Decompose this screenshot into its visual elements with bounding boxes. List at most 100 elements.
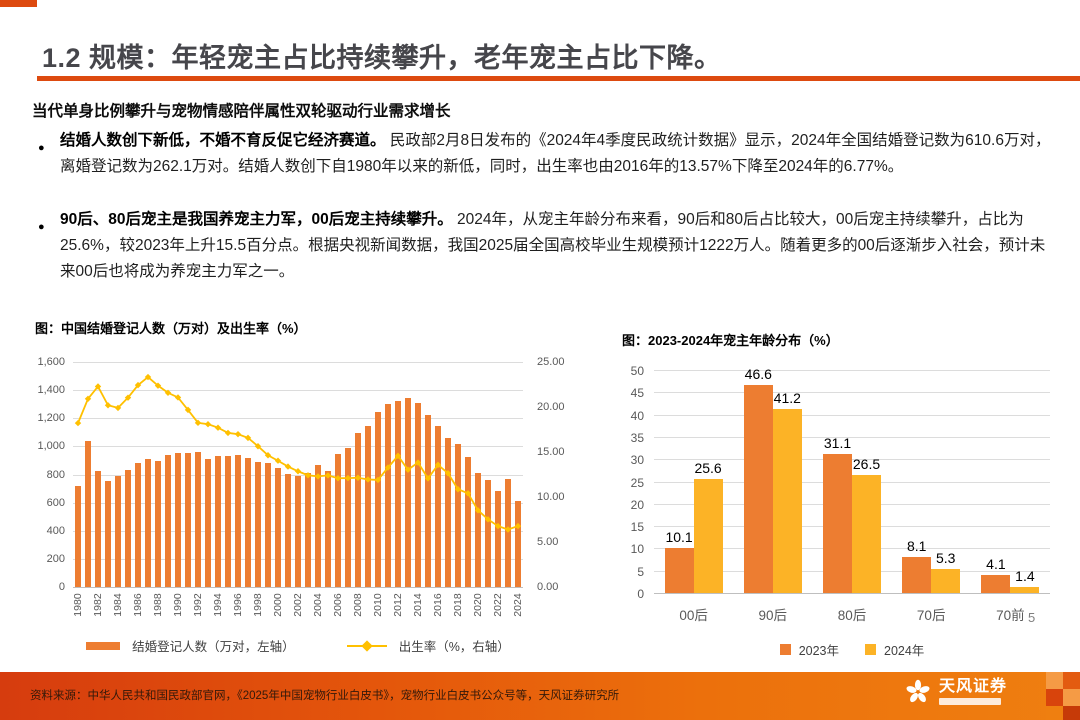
year-tick-label: 2018 xyxy=(452,593,464,617)
left-axis-tick-label: 1,200 xyxy=(37,412,65,425)
marriage-bar xyxy=(314,465,322,587)
bar-data-label: 4.1 xyxy=(986,555,1006,572)
marriage-bar xyxy=(114,475,122,587)
y-axis-tick-label: 15 xyxy=(630,520,644,535)
category-label: 90后 xyxy=(758,608,788,623)
bullet-2-bold-text: 90后、80后宠主是我国养宠主力军，00后宠主持续攀升。 xyxy=(60,211,453,228)
left-axis-tick-label: 1,000 xyxy=(37,440,65,453)
category-labels: 00后 90后 80后 70后 70前 xyxy=(654,600,1050,623)
marriage-bar xyxy=(334,454,342,587)
y-axis-tick-label: 0 xyxy=(637,587,644,601)
year-tick-label: 1990 xyxy=(172,593,184,617)
marriage-bar xyxy=(224,455,232,587)
year-tick-label: 1986 xyxy=(132,593,144,617)
marriage-bar xyxy=(374,412,382,587)
chart-left-plot-area xyxy=(73,362,523,588)
gridline xyxy=(73,446,523,448)
bar-2023 xyxy=(981,574,1011,593)
gridline xyxy=(73,390,523,392)
bar-2024 xyxy=(931,569,961,593)
title-underline-rule xyxy=(37,76,1080,81)
marriage-bar xyxy=(284,473,292,587)
bar-2023 xyxy=(823,454,852,593)
marriage-bar xyxy=(104,480,112,587)
marriage-bar xyxy=(464,456,472,587)
category-label: 70前 xyxy=(996,608,1025,623)
gridline xyxy=(73,474,523,476)
bullet-1-bold-text: 结婚人数创下新低，不婚不育反促它经济赛道。 xyxy=(60,132,386,149)
marriage-bar xyxy=(154,460,162,587)
gridline xyxy=(73,587,523,588)
gridline xyxy=(73,418,523,420)
marriage-bar xyxy=(504,478,512,587)
year-tick-label: 2004 xyxy=(312,593,324,617)
right-axis-tick-label: 25.00 xyxy=(537,356,565,368)
year-tick-label: 2008 xyxy=(352,593,364,617)
marriage-bar xyxy=(494,490,502,587)
body-heading: 当代单身比例攀升与宠物情感陪伴属性双轮驱动行业需求增长 xyxy=(32,103,451,120)
y-axis-tick-label: 25 xyxy=(630,475,644,490)
bar-2023 xyxy=(902,556,932,593)
marriage-bar xyxy=(444,437,452,587)
marriage-bar xyxy=(424,414,432,587)
chart-left-legend: 结婚登记人数（万对，左轴） 出生率（%，右轴） xyxy=(73,636,523,655)
year-tick-label: 2014 xyxy=(412,593,424,617)
corner-accent-block xyxy=(0,0,37,7)
flower-logo-icon xyxy=(906,679,930,702)
marriage-bar xyxy=(294,476,302,587)
marriage-bar xyxy=(164,455,172,587)
marriage-bar xyxy=(184,453,192,587)
y-axis-tick-label: 5 xyxy=(637,564,644,579)
y-axis-tick-label: 40 xyxy=(630,408,644,423)
birthrate-line xyxy=(74,373,522,533)
right-axis-tick-label: 5.00 xyxy=(537,536,559,548)
bar-2024 xyxy=(1010,586,1040,593)
gridline xyxy=(654,370,1050,371)
marriage-bar xyxy=(204,458,212,587)
bullet-2-text: 2024年，从宠主年龄分布来看，90后和80后占比较大，00后宠主持续攀升，占比… xyxy=(60,211,1046,280)
page-number: 5 xyxy=(1028,610,1036,625)
bullet-icon: ● xyxy=(38,221,45,233)
footer-source-text: 资料来源：中华人民共和国民政部官网，《2025年中国宠物行业白皮书》，宠物行业白… xyxy=(30,690,620,702)
marriage-bar xyxy=(174,453,182,587)
left-axis-tick-label: 0 xyxy=(58,581,65,593)
legend-bar-label: 结婚登记人数（万对，左轴） xyxy=(132,640,295,654)
category-label: 80后 xyxy=(837,608,867,623)
bar-data-label: 31.1 xyxy=(823,435,852,452)
left-axis-tick-label: 1,400 xyxy=(37,384,65,397)
year-tick-label: 1988 xyxy=(152,593,164,617)
legend-bar-swatch xyxy=(86,641,121,650)
marriage-bar xyxy=(454,444,462,587)
chart-right-legend: 2023年 2024年 xyxy=(654,640,1050,659)
bar-data-label: 1.4 xyxy=(1015,567,1035,584)
marriage-bar xyxy=(304,472,312,587)
bar-data-label: 8.1 xyxy=(906,537,927,554)
marriage-bar xyxy=(354,432,362,587)
marriage-bar xyxy=(324,471,332,587)
left-axis-tick-label: 600 xyxy=(46,496,65,509)
marriage-bar xyxy=(394,400,402,587)
y-axis-tick-label: 45 xyxy=(630,386,644,401)
chart-right-plot-area: 10.1 25.6 46.6 41.2 31.1 26.5 8.1 5.3 4.1 1.4 xyxy=(654,366,1050,594)
year-tick-label: 2006 xyxy=(332,593,344,617)
left-axis-labels: 1,600 1,400 1,200 1,000 800 600 400 200 0 xyxy=(35,356,67,593)
legend-2024-label: 2024年 xyxy=(884,644,925,658)
year-tick-label: 1994 xyxy=(212,593,224,617)
marriage-bar xyxy=(404,397,412,587)
gridline xyxy=(654,459,1050,461)
legend-2024-swatch xyxy=(865,644,876,655)
marriage-bar xyxy=(434,426,442,587)
year-tick-label: 1984 xyxy=(112,593,124,617)
legend-line-swatch xyxy=(346,639,387,652)
y-axis-tick-label: 10 xyxy=(630,542,644,557)
marriage-bar xyxy=(514,501,522,587)
marriage-bar xyxy=(264,462,272,587)
year-tick-label: 1992 xyxy=(192,593,204,617)
marriage-bar xyxy=(254,461,262,587)
chart-right-title: 图：2023-2024年宠主年龄分布（%） xyxy=(622,333,839,348)
logo-text: 天风证券 xyxy=(939,678,1008,695)
page-title: 1.2 规模：年轻宠主占比持续攀升，老年宠主占比下降。 xyxy=(42,43,722,73)
marriage-bar xyxy=(484,479,492,587)
category-label: 00后 xyxy=(679,608,708,623)
tianfeng-logo: 天风证券 xyxy=(905,678,1007,705)
